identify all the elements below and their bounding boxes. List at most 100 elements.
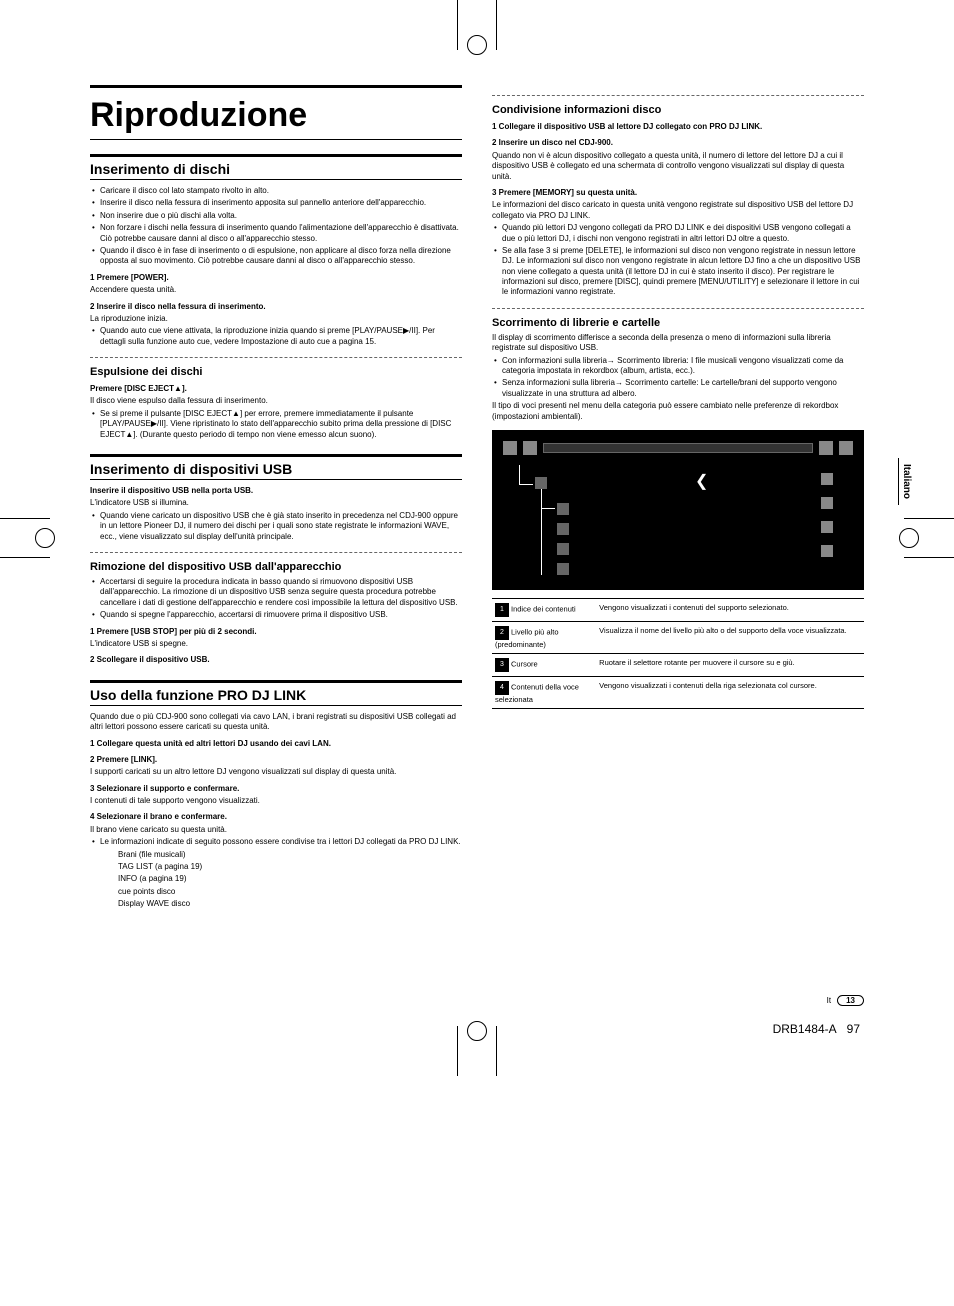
browse-display-diagram: ❮ xyxy=(492,430,864,590)
step-usb-insert: Inserire il dispositivo USB nella porta … xyxy=(90,486,462,496)
page-title: Riproduzione xyxy=(90,85,462,140)
callout-3: 3 xyxy=(495,658,509,672)
list-item: Quando si spegne l'apparecchio, accertar… xyxy=(90,610,462,620)
section-scorrimento: Scorrimento di librerie e cartelle xyxy=(492,317,864,329)
page-columns: Riproduzione Inserimento di dischi Caric… xyxy=(90,85,864,912)
list-item: Le informazioni indicate di seguito poss… xyxy=(90,837,462,847)
step-text: Le informazioni del disco caricato in qu… xyxy=(492,200,864,221)
callout-1: 1 xyxy=(495,603,509,617)
step-share-1: 1 Collegare il dispositivo USB al lettor… xyxy=(492,122,864,132)
callout-2: 2 xyxy=(495,626,509,640)
list-item: Se alla fase 3 si preme [DELETE], le inf… xyxy=(492,246,864,298)
chevron-left-icon: ❮ xyxy=(695,471,708,491)
step-text: L'indicatore USB si illumina. xyxy=(90,498,462,508)
eject-notes: Se si preme il pulsante [DISC EJECT▲] pe… xyxy=(90,409,462,440)
step-link-3: 3 Selezionare il supporto e confermare. xyxy=(90,784,462,794)
crop-mark-right xyxy=(904,518,954,558)
legend-label: Cursore xyxy=(511,659,538,668)
list-item: Quando il disco è in fase di inserimento… xyxy=(90,246,462,267)
crop-mark-bottom xyxy=(457,1026,497,1076)
crop-mark-left xyxy=(0,518,50,558)
section-pro-dj-link: Uso della funzione PRO DJ LINK xyxy=(90,680,462,706)
section-usb-insert: Inserimento di dispositivi USB xyxy=(90,454,462,480)
step-eject: Premere [DISC EJECT▲]. xyxy=(90,384,462,394)
page-number: 13 xyxy=(837,995,864,1006)
usb-remove-notes: Accertarsi di seguire la procedura indic… xyxy=(90,577,462,621)
diagram-title-bar xyxy=(543,443,813,453)
legend-desc: Ruotare il selettore rotante per muovere… xyxy=(596,653,864,676)
crop-mark-top xyxy=(457,0,497,50)
diagram-icon xyxy=(523,441,537,455)
step-usb-stop: 1 Premere [USB STOP] per più di 2 second… xyxy=(90,627,462,637)
step-link-4: 4 Selezionare il brano e confermare. xyxy=(90,812,462,822)
section-inserimento-dischi: Inserimento di dischi xyxy=(90,154,462,180)
list-item: Senza informazioni sulla libreria→ Scorr… xyxy=(492,378,864,399)
disc-insert-bullets: Caricare il disco col lato stampato rivo… xyxy=(90,186,462,267)
step-text: I supporti caricati su un altro lettore … xyxy=(90,767,462,777)
step-usb-disconnect: 2 Scollegare il dispositivo USB. xyxy=(90,655,462,665)
step-share-3: 3 Premere [MEMORY] su questa unità. xyxy=(492,188,864,198)
shared-item: cue points disco xyxy=(118,887,462,897)
language-tab: Italiano xyxy=(898,458,914,505)
diagram-icon xyxy=(819,441,833,455)
share-notes: Quando più lettori DJ vengono collegati … xyxy=(492,223,864,298)
shared-info-list: Brani (file musicali) TAG LIST (a pagina… xyxy=(90,850,462,910)
diagram-legend-table: 1Indice dei contenuti Vengono visualizza… xyxy=(492,598,864,709)
step-text: Il brano viene caricato su questa unità. xyxy=(90,825,462,835)
divider xyxy=(492,308,864,309)
step-share-2: 2 Inserire un disco nel CDJ-900. xyxy=(492,138,864,148)
track-icon xyxy=(821,497,833,509)
shared-item: INFO (a pagina 19) xyxy=(118,874,462,884)
legend-desc: Vengono visualizzati i contenuti del sup… xyxy=(596,598,864,621)
table-row: 3Cursore Ruotare il selettore rotante pe… xyxy=(492,653,864,676)
track-icon xyxy=(821,473,833,485)
legend-desc: Visualizza il nome del livello più alto … xyxy=(596,621,864,653)
diagram-icon xyxy=(503,441,517,455)
step-text: I contenuti di tale supporto vengono vis… xyxy=(90,796,462,806)
shared-item: TAG LIST (a pagina 19) xyxy=(118,862,462,872)
list-item: Quando auto cue viene attivata, la ripro… xyxy=(90,326,462,347)
step-link-1: 1 Collegare questa unità ed altri lettor… xyxy=(90,739,462,749)
list-item: Se si preme il pulsante [DISC EJECT▲] pe… xyxy=(90,409,462,440)
legend-label: Indice dei contenuti xyxy=(511,604,576,613)
step-text: La riproduzione inizia. xyxy=(90,314,462,324)
step-text: Il disco viene espulso dalla fessura di … xyxy=(90,396,462,406)
table-row: 2Livello più alto (predominante) Visuali… xyxy=(492,621,864,653)
table-row: 4Contenuti della voce selezionata Vengon… xyxy=(492,676,864,708)
divider xyxy=(90,552,462,553)
diagram-icon xyxy=(839,441,853,455)
list-item: Quando più lettori DJ vengono collegati … xyxy=(492,223,864,244)
table-row: 1Indice dei contenuti Vengono visualizza… xyxy=(492,598,864,621)
step-text: L'indicatore USB si spegne. xyxy=(90,639,462,649)
section-espulsione: Espulsione dei dischi xyxy=(90,366,462,378)
list-item: Non forzare i dischi nella fessura di in… xyxy=(90,223,462,244)
list-item: Non inserire due o più dischi alla volta… xyxy=(90,211,462,221)
right-column: Condivisione informazioni disco 1 Colleg… xyxy=(492,85,864,912)
page-footer: It 13 xyxy=(827,995,864,1006)
track-icon xyxy=(821,521,833,533)
shared-item: Display WAVE disco xyxy=(118,899,462,909)
shared-item: Brani (file musicali) xyxy=(118,850,462,860)
legend-desc: Vengono visualizzati i contenuti della r… xyxy=(596,676,864,708)
step-link-2: 2 Premere [LINK]. xyxy=(90,755,462,765)
link-share-notes: Le informazioni indicate di seguito poss… xyxy=(90,837,462,847)
callout-4: 4 xyxy=(495,681,509,695)
step-text: Quando non vi è alcun dispositivo colleg… xyxy=(492,151,864,182)
list-item: Accertarsi di seguire la procedura indic… xyxy=(90,577,462,608)
list-item: Caricare il disco col lato stampato rivo… xyxy=(90,186,462,196)
section-usb-remove: Rimozione del dispositivo USB dall'appar… xyxy=(90,561,462,573)
step-2-notes: Quando auto cue viene attivata, la ripro… xyxy=(90,326,462,347)
list-item: Quando viene caricato un dispositivo USB… xyxy=(90,511,462,542)
usb-notes: Quando viene caricato un dispositivo USB… xyxy=(90,511,462,542)
intro-text: Quando due o più CDJ-900 sono collegati … xyxy=(90,712,462,733)
left-column: Riproduzione Inserimento di dischi Caric… xyxy=(90,85,462,912)
intro-text: Il display di scorrimento differisce a s… xyxy=(492,333,864,354)
step-text: Accendere questa unità. xyxy=(90,285,462,295)
step-2-insert: 2 Inserire il disco nella fessura di ins… xyxy=(90,302,462,312)
list-item: Inserire il disco nella fessura di inser… xyxy=(90,198,462,208)
divider xyxy=(492,95,864,96)
track-icon xyxy=(821,545,833,557)
page-lang-label: It xyxy=(827,996,831,1005)
outro-text: Il tipo di voci presenti nel menu della … xyxy=(492,401,864,422)
section-condivisione: Condivisione informazioni disco xyxy=(492,104,864,116)
